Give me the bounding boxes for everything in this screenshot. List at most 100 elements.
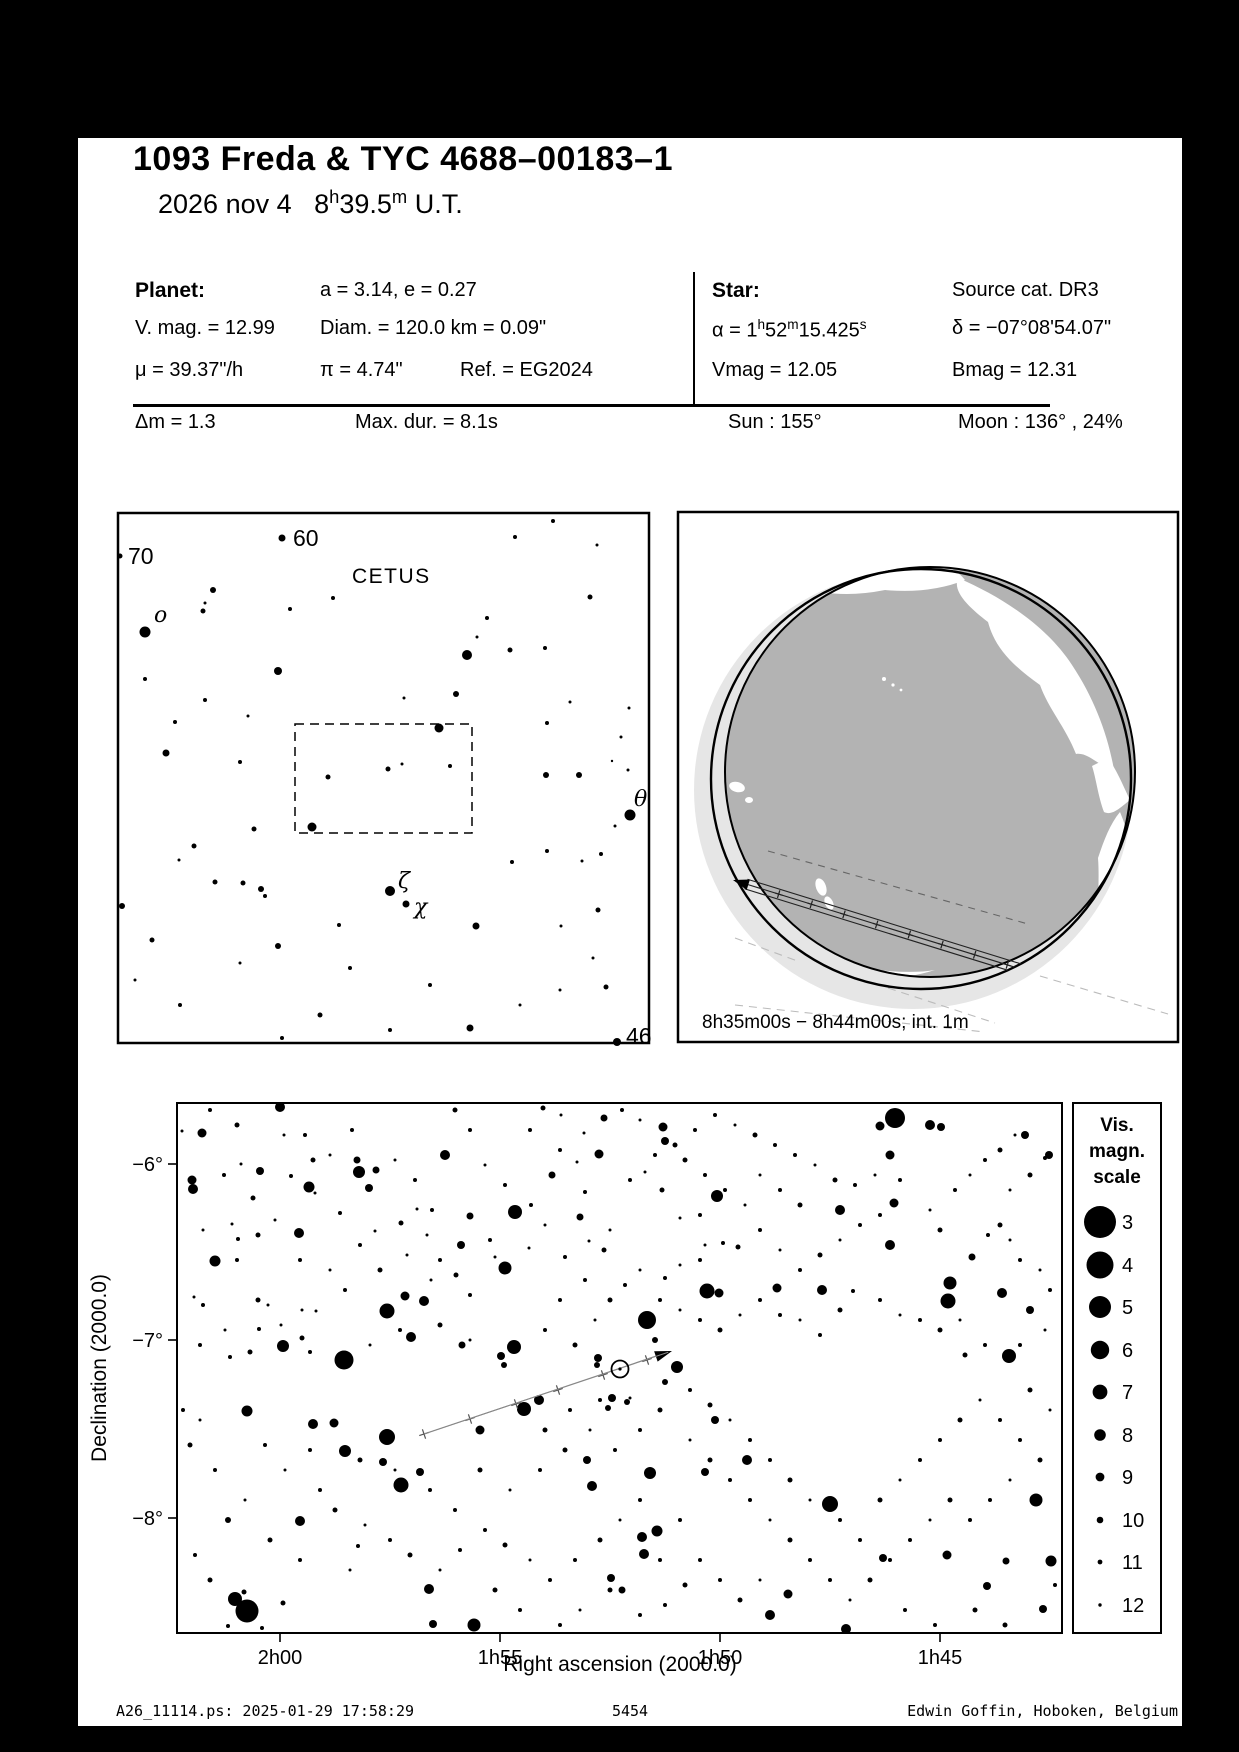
legend-magnitude-label: 3 [1122, 1212, 1133, 1234]
star [578, 1608, 582, 1612]
star [997, 1147, 1003, 1153]
star [778, 1313, 782, 1317]
star [282, 1133, 286, 1137]
star [448, 764, 452, 768]
star [558, 1623, 562, 1627]
star [711, 1416, 719, 1424]
star [188, 1184, 198, 1194]
star [398, 1220, 404, 1226]
star [363, 1523, 367, 1527]
star [707, 1457, 713, 1463]
planet-parallax: π = 4.74" [320, 359, 403, 381]
star [877, 1497, 883, 1503]
star [748, 1498, 752, 1502]
star [817, 1252, 823, 1258]
star [968, 1518, 972, 1522]
star [851, 1289, 855, 1293]
globe-track-time-marks [733, 879, 1012, 969]
star [889, 1198, 899, 1208]
star [313, 1191, 317, 1195]
star [601, 1247, 607, 1253]
star [558, 1298, 562, 1302]
star [201, 1228, 205, 1232]
star [1026, 1306, 1034, 1314]
star [937, 1227, 943, 1233]
star [638, 1311, 656, 1329]
star [263, 1443, 267, 1447]
star-label: 70 [128, 543, 154, 569]
star [472, 922, 480, 930]
star [594, 1354, 602, 1362]
star [737, 1597, 743, 1603]
star [226, 1624, 230, 1628]
star [1021, 1131, 1029, 1139]
star [988, 1498, 992, 1502]
star [1043, 1328, 1047, 1332]
star [1018, 1343, 1022, 1347]
star [576, 772, 582, 778]
star [212, 879, 218, 885]
star [638, 1613, 642, 1617]
star [818, 1333, 822, 1337]
star [198, 1418, 202, 1422]
star [733, 1123, 737, 1127]
star-label: ζ [398, 869, 412, 894]
star-label: 60 [293, 525, 319, 551]
star [280, 1600, 286, 1606]
star [721, 1241, 725, 1245]
star [407, 1552, 413, 1558]
star [263, 894, 267, 898]
globe-center-dashed-line [767, 850, 1029, 925]
star [257, 1327, 261, 1331]
star [717, 1327, 723, 1333]
star [373, 1229, 377, 1233]
star [458, 1548, 462, 1552]
star [275, 943, 281, 949]
star [529, 1203, 533, 1207]
star [238, 961, 242, 965]
star [613, 1038, 621, 1046]
star [643, 1170, 647, 1174]
star [437, 1322, 443, 1328]
legend-magnitude-label: 11 [1122, 1552, 1143, 1574]
star [187, 1175, 197, 1185]
star [603, 984, 609, 990]
star [572, 1342, 578, 1348]
star [822, 1496, 838, 1512]
star [502, 1542, 508, 1548]
star [466, 1024, 474, 1032]
star [928, 1208, 932, 1212]
star [593, 1318, 597, 1322]
star [620, 1108, 624, 1112]
star [758, 1173, 762, 1177]
star [787, 1477, 793, 1483]
star [619, 735, 623, 739]
island-hawaii-2 [891, 683, 895, 687]
star [388, 1538, 392, 1542]
star [947, 1497, 953, 1503]
star [758, 1228, 762, 1232]
star [275, 1102, 285, 1112]
star [888, 1558, 892, 1562]
star [372, 1166, 380, 1174]
star [222, 1173, 226, 1177]
star [958, 1318, 962, 1322]
legend-title-line: scale [1093, 1167, 1141, 1188]
star [192, 1295, 196, 1299]
star [338, 1211, 342, 1215]
star [918, 1318, 922, 1322]
legend-magnitude-dot [1096, 1516, 1104, 1524]
star [748, 1438, 752, 1442]
star [626, 768, 630, 772]
star [835, 1205, 845, 1215]
star [277, 1340, 289, 1352]
star [357, 1457, 363, 1463]
star [838, 1518, 842, 1522]
globe-panel-frame [676, 510, 1180, 1044]
star [501, 1362, 507, 1368]
star [608, 1394, 616, 1402]
star [968, 1253, 976, 1261]
star [298, 1258, 302, 1262]
star [279, 1323, 283, 1327]
star [1045, 1151, 1053, 1159]
